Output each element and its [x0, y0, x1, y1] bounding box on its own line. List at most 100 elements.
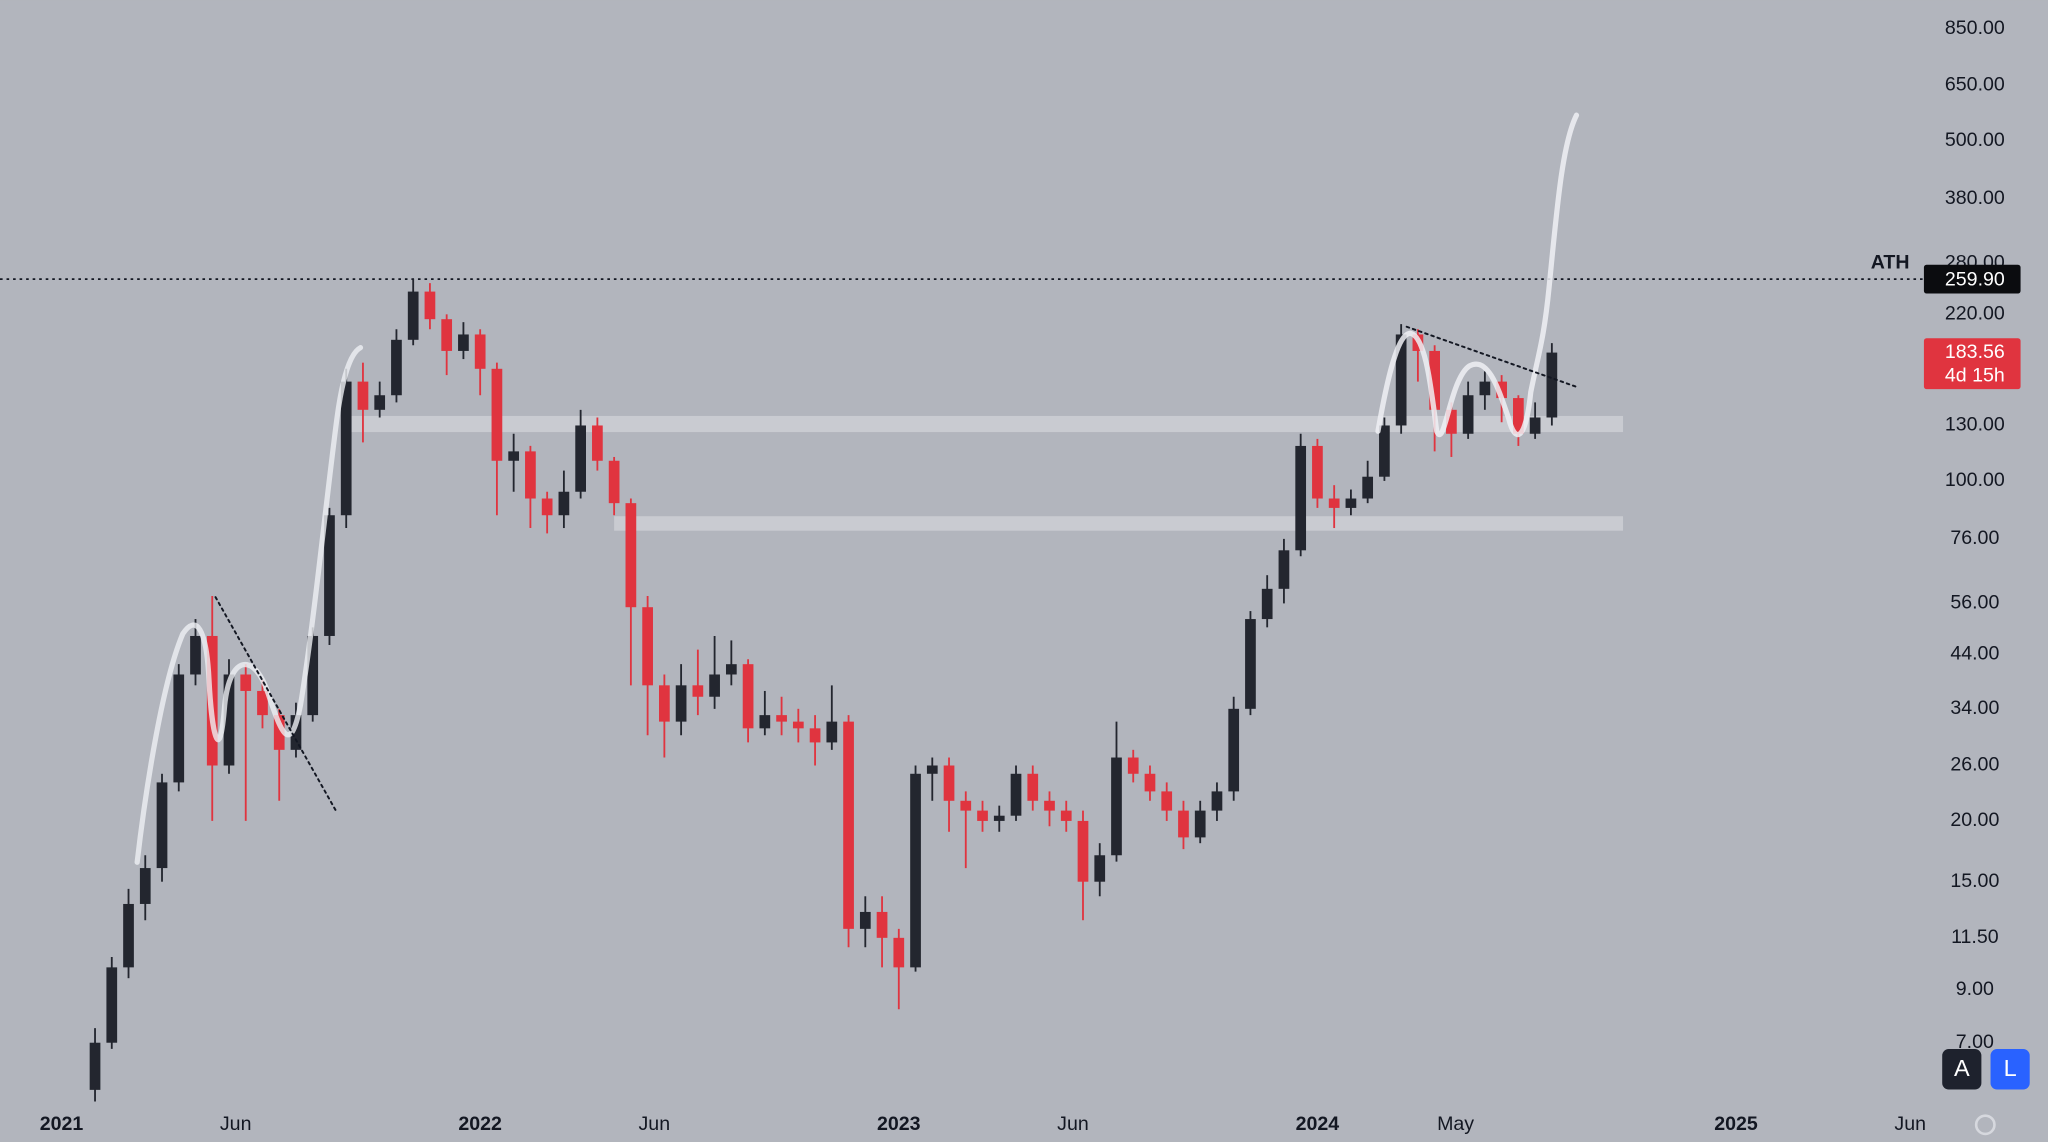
button-auto[interactable]: A	[1954, 1055, 1970, 1081]
candle-body	[458, 334, 469, 351]
candle-body	[525, 451, 536, 499]
ath-label: ATH	[1871, 252, 1910, 274]
button-bg[interactable]	[1990, 1049, 2030, 1090]
x-tick-label: Jun	[1894, 1113, 1926, 1135]
y-tick-label: 11.50	[1951, 926, 1999, 948]
candle-body	[692, 685, 704, 697]
countdown-label: 4d 15h	[1945, 364, 2005, 386]
y-tick-label: 15.00	[1950, 870, 1999, 892]
candle-body	[776, 715, 787, 722]
candle-body	[508, 451, 520, 461]
y-tick-label: 9.00	[1956, 978, 1994, 1000]
last-price-box	[1923, 338, 2021, 390]
ath-price-box	[1923, 264, 2021, 294]
x-tick-label: Jun	[639, 1113, 671, 1135]
button-log[interactable]: L	[2004, 1055, 2017, 1081]
candle-body	[1496, 381, 1507, 399]
ath-price-label: 259.90	[1945, 269, 2005, 291]
drawings	[134, 112, 1580, 865]
candle-body	[910, 773, 921, 968]
candle-body	[541, 498, 553, 516]
x-tick-label: Jun	[1057, 1113, 1089, 1135]
candle-body	[1529, 417, 1541, 434]
y-tick-label: 500.00	[1945, 129, 2005, 151]
candles	[89, 279, 1558, 1102]
candle-body	[977, 810, 988, 821]
candle-body	[1379, 425, 1390, 477]
candle-body	[742, 664, 754, 729]
candle-body	[139, 868, 151, 904]
candle-body	[106, 967, 118, 1043]
candle-body	[1328, 498, 1340, 508]
x-tick-label: 2024	[1296, 1113, 1340, 1135]
y-tick-label: 380.00	[1945, 187, 2005, 209]
candle-body	[943, 765, 955, 801]
candle-body	[960, 800, 972, 811]
candle-body	[340, 381, 352, 516]
candle-body	[859, 911, 871, 929]
candle-body	[391, 339, 402, 396]
candle-body	[1111, 757, 1122, 856]
candle-body	[89, 1042, 101, 1090]
candle-body	[1161, 791, 1173, 811]
y-tick-label: 220.00	[1945, 302, 2005, 324]
zone	[342, 415, 1624, 433]
y-tick-label: 34.00	[1950, 697, 1999, 719]
candle-body	[1178, 810, 1189, 838]
candle-body	[1362, 476, 1374, 499]
candle-body	[1044, 800, 1055, 811]
candle-body	[1094, 855, 1106, 882]
candle-body	[1010, 773, 1022, 816]
candle-body	[173, 674, 185, 783]
candle-body	[926, 765, 938, 774]
candle-body	[1462, 395, 1474, 434]
candle-body	[709, 674, 720, 697]
candle-body	[1060, 810, 1072, 821]
candle-body	[893, 937, 905, 968]
candle-body	[843, 721, 854, 929]
y-tick-label: 76.00	[1950, 527, 1999, 549]
candle-body	[1194, 810, 1206, 838]
button-bg[interactable]	[1942, 1049, 1982, 1090]
back-layer	[0, 278, 1927, 531]
candle-body	[876, 911, 888, 938]
y-tick-label: 26.00	[1950, 754, 1999, 776]
y-tick-label: 650.00	[1945, 74, 2005, 96]
y-tick-label: 130.00	[1945, 414, 2005, 436]
candle-body	[424, 291, 436, 320]
candle-body	[642, 607, 653, 686]
candle-body	[474, 334, 486, 369]
candle-body	[1446, 409, 1457, 434]
candle-body	[1429, 350, 1440, 410]
candle-body	[324, 515, 335, 636]
candle-body	[1395, 334, 1407, 426]
candle-body	[675, 685, 687, 722]
y-tick-label: 56.00	[1950, 592, 1999, 614]
candle-body	[240, 674, 252, 691]
candle-body	[759, 715, 771, 729]
candle-body	[659, 685, 670, 722]
candle-body	[491, 368, 503, 461]
trend-line	[1405, 325, 1578, 388]
candle-body	[1127, 757, 1139, 774]
candle-body	[608, 460, 620, 504]
settings-icon[interactable]	[1974, 1114, 1996, 1136]
candle-body	[1261, 588, 1273, 620]
candle-body	[625, 503, 637, 608]
x-tick-label: 2025	[1714, 1113, 1758, 1135]
trend-line	[214, 596, 338, 814]
candle-body	[374, 395, 386, 410]
candle-body	[1295, 445, 1307, 551]
zone	[614, 516, 1624, 531]
y-tick-label: 7.00	[1956, 1031, 1994, 1053]
candle-body	[190, 635, 201, 675]
candle-body	[257, 690, 268, 716]
candle-body	[1312, 445, 1323, 499]
sketch-line	[134, 345, 364, 865]
last-price-label: 183.56	[1945, 341, 2005, 363]
candle-body	[993, 815, 1005, 821]
candle-body	[273, 715, 285, 750]
